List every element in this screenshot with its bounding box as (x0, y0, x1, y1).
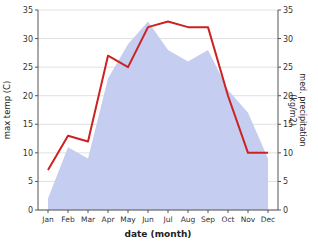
y2-tick (278, 67, 281, 68)
x-tick-label: Oct (222, 215, 235, 224)
y-tick-label: 15 (23, 120, 33, 129)
x-axis-label: date (month) (125, 229, 192, 239)
x-tick (208, 210, 209, 213)
x-tick (188, 210, 189, 213)
grid-line (38, 210, 278, 211)
y2-tick-label: 10 (283, 149, 293, 158)
y-tick-label: 35 (23, 6, 33, 15)
y-tick-label: 5 (28, 177, 33, 186)
x-tick-label: Jul (162, 215, 172, 224)
line (48, 21, 268, 170)
y2-tick (278, 181, 281, 182)
x-tick-label: Jan (41, 215, 54, 224)
y2-tick-label: 30 (283, 35, 293, 44)
y-tick (35, 38, 38, 39)
y-tick-label: 10 (23, 149, 33, 158)
y2-tick-label: 0 (283, 206, 288, 215)
y-tick-label: 20 (23, 92, 33, 101)
x-tick-label: Apr (102, 215, 116, 224)
x-tick-label: May (120, 215, 136, 224)
y-tick (35, 181, 38, 182)
x-tick (128, 210, 129, 213)
x-tick-label: Feb (61, 215, 75, 224)
x-tick-label: Sep (201, 215, 215, 224)
y-tick-label: 30 (23, 35, 33, 44)
area (48, 21, 268, 210)
x-tick (228, 210, 229, 213)
chart-container: 0510152025303505101520253035JanFebMarApr… (0, 0, 318, 247)
y-tick (35, 67, 38, 68)
y-tick (35, 10, 38, 11)
x-tick (168, 210, 169, 213)
y2-tick (278, 152, 281, 153)
y2-axis-label: med. precipitation(kg/m2) (288, 73, 307, 146)
y2-tick (278, 10, 281, 11)
x-tick-label: Dec (261, 215, 276, 224)
x-tick (88, 210, 89, 213)
y2-tick (278, 38, 281, 39)
x-tick-label: Mar (81, 215, 96, 224)
y2-tick-label: 35 (283, 6, 293, 15)
y2-tick (278, 124, 281, 125)
x-tick (68, 210, 69, 213)
y2-tick-label: 5 (283, 177, 288, 186)
y-tick-label: 25 (23, 63, 33, 72)
x-tick-label: Aug (181, 215, 196, 224)
y-tick (35, 95, 38, 96)
y2-tick (278, 210, 281, 211)
x-tick-label: Jun (141, 215, 154, 224)
y-tick (35, 210, 38, 211)
grid-line (38, 10, 278, 11)
x-tick (148, 210, 149, 213)
axes (35, 10, 281, 213)
x-tick (248, 210, 249, 213)
x-tick (268, 210, 269, 213)
y2-tick-label: 25 (283, 63, 293, 72)
y2-axis-line (278, 10, 279, 210)
y-tick (35, 152, 38, 153)
x-tick (108, 210, 109, 213)
y-tick (35, 124, 38, 125)
plot-area (48, 21, 268, 210)
y-axis-label: max temp (C) (2, 81, 12, 140)
y-axis-line (38, 10, 39, 210)
y2-tick (278, 95, 281, 96)
grid (38, 10, 278, 210)
x-tick (48, 210, 49, 213)
x-tick-label: Nov (241, 215, 256, 224)
chart: 0510152025303505101520253035JanFebMarApr… (0, 0, 318, 247)
x-axis-line (38, 210, 278, 211)
y-tick-label: 0 (28, 206, 33, 215)
